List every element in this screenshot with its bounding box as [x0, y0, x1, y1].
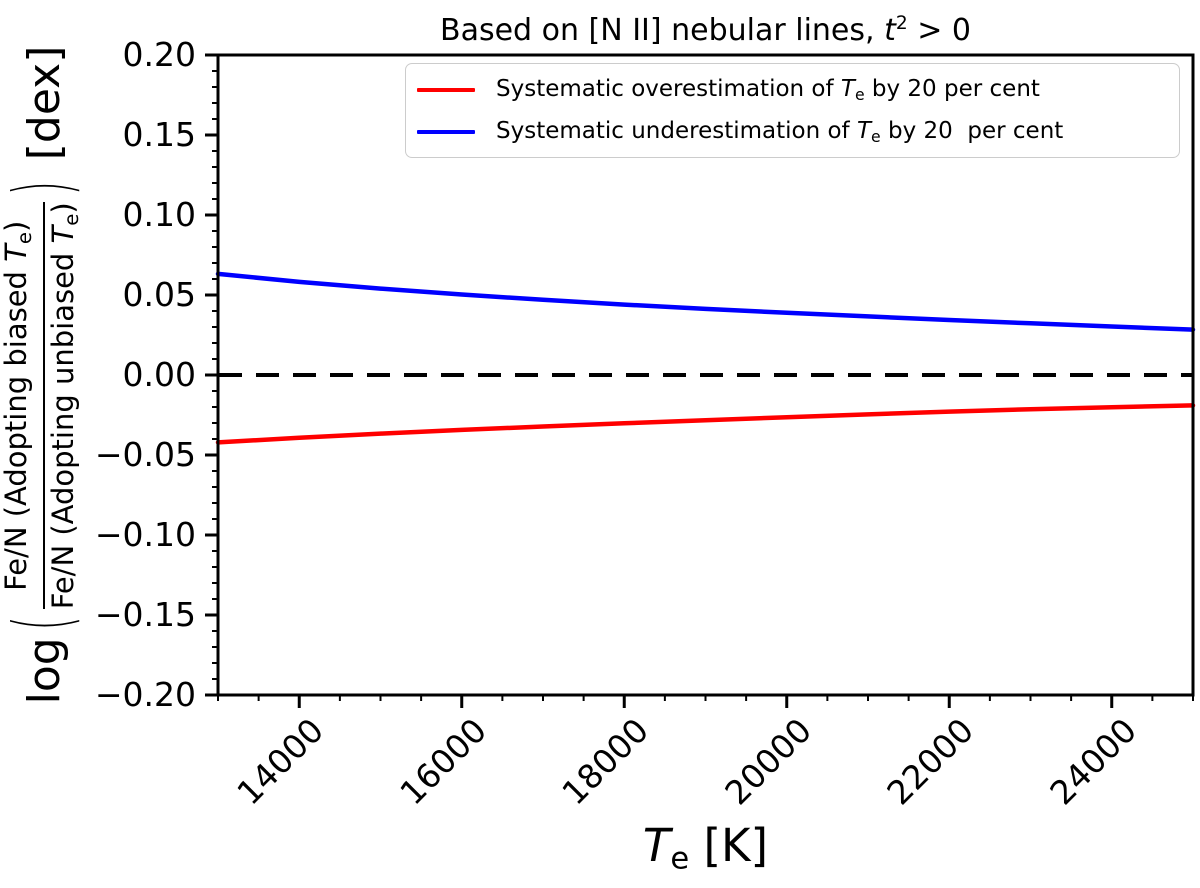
- y-tick-label: −0.10: [94, 515, 196, 554]
- y-tick-label: 0.10: [122, 195, 196, 234]
- chart-title-exponent: 2: [895, 13, 908, 34]
- numerator-text: Fe/N (Adopting biased: [0, 261, 34, 591]
- denominator-text: Fe/N (Adopting unbiased: [46, 243, 80, 610]
- close-parenthesis: ): [0, 181, 89, 196]
- legend-text: by 20 per cent: [864, 76, 1040, 103]
- y-axis-label: log ( Fe/N (Adopting biased Te) Fe/N (Ad…: [0, 0, 89, 755]
- te-subscript: e: [871, 126, 881, 146]
- dex-unit-text: [dex]: [18, 45, 70, 175]
- series-line-overestimation: [215, 403, 1196, 445]
- legend-text: Systematic underestimation of: [496, 118, 857, 145]
- numerator-close-paren: ): [0, 220, 34, 232]
- legend-text: Systematic overestimation of: [496, 76, 841, 103]
- x-axis-unit: [K]: [689, 819, 769, 872]
- y-tick-label: −0.05: [94, 435, 196, 474]
- y-tick-label: 0.05: [122, 275, 196, 314]
- te-symbol: T: [856, 118, 872, 145]
- te-symbol: T: [642, 819, 671, 872]
- legend-entry-underestimation: Systematic underestimation of Te by 20 p…: [406, 111, 1179, 153]
- blue-line-swatch: [417, 129, 475, 135]
- chart-title: Based on [N II] nebular lines, t2 > 0: [218, 4, 1193, 51]
- te-subscript: e: [13, 231, 36, 245]
- fraction-numerator: Fe/N (Adopting biased Te): [0, 202, 45, 610]
- y-tick-label: 0.20: [122, 35, 196, 74]
- log-function-text: log: [18, 637, 70, 705]
- te-subscript: e: [854, 84, 865, 104]
- legend-label-underestimation: Systematic underestimation of Te by 20 p…: [496, 118, 1063, 146]
- te-symbol: T: [46, 225, 80, 244]
- chart-title-variable: t: [884, 13, 896, 48]
- legend-entry-overestimation: Systematic overestimation of Te by 20 pe…: [406, 69, 1179, 111]
- chart-title-suffix: > 0: [907, 13, 972, 48]
- open-parenthesis: (: [0, 616, 89, 631]
- te-symbol: T: [840, 76, 855, 103]
- y-tick-label: −0.20: [94, 675, 196, 714]
- y-tick-label: 0.00: [122, 355, 196, 394]
- fraction-denominator: Fe/N (Adopting unbiased Te): [45, 202, 88, 609]
- legend-label-overestimation: Systematic overestimation of Te by 20 pe…: [496, 76, 1040, 104]
- fraction: Fe/N (Adopting biased Te) Fe/N (Adopting…: [0, 202, 88, 610]
- y-tick-label: 0.15: [122, 115, 196, 154]
- x-axis-label: Te [K]: [218, 818, 1193, 888]
- te-symbol: T: [0, 244, 34, 262]
- denominator-close-paren: ): [46, 202, 80, 214]
- plot-border: [216, 53, 1195, 697]
- y-tick-label: −0.15: [94, 595, 196, 634]
- red-line-swatch: [417, 87, 475, 93]
- te-subscript: e: [59, 213, 83, 226]
- chart-title-prefix: Based on [N II] nebular lines,: [439, 13, 885, 48]
- series-line-underestimation: [215, 271, 1196, 332]
- legend-text: by 20 per cent: [880, 118, 1064, 145]
- te-subscript: e: [670, 841, 690, 877]
- legend-box: Systematic overestimation of Te by 20 pe…: [405, 63, 1180, 158]
